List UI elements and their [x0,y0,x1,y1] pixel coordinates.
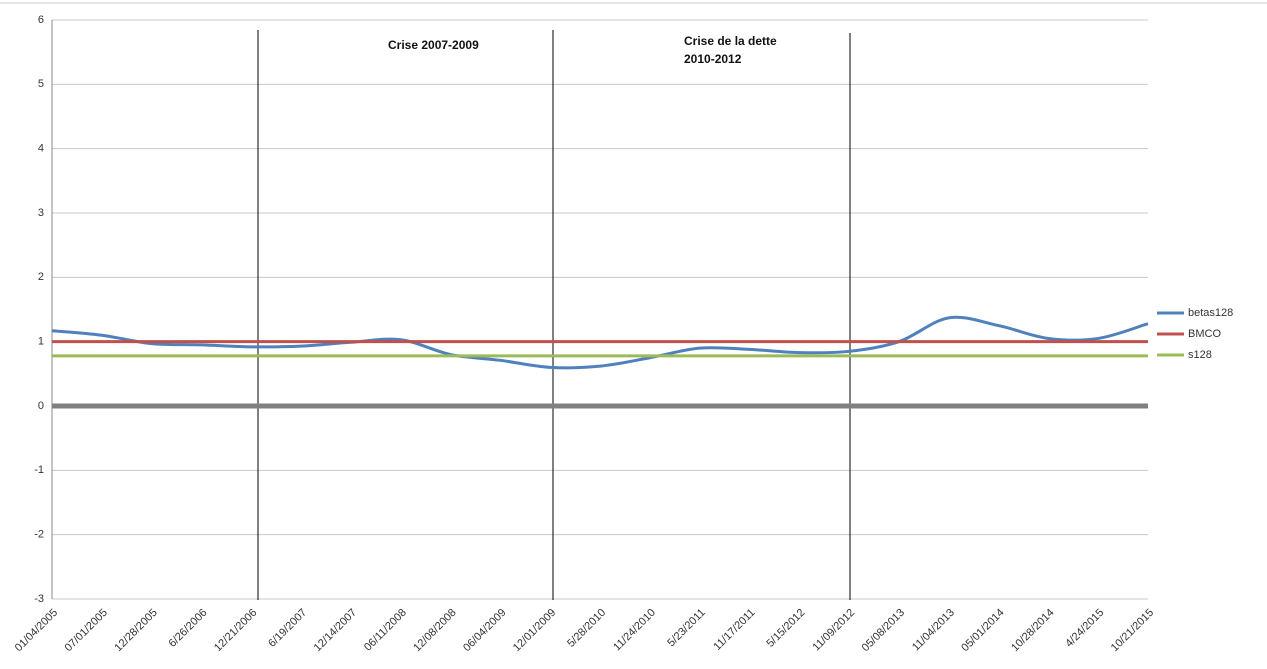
x-tick-label: 07/01/2005 [63,607,110,654]
y-tick-label: 2 [38,271,44,283]
x-tick-label: 6/19/2007 [266,607,309,650]
annotation: Crise 2007-2009 [388,38,479,52]
x-tick-label: 10/28/2014 [1009,607,1056,654]
grid [52,19,1148,600]
y-tick-label: 0 [38,400,44,412]
annotation: 2010-2012 [684,52,742,66]
x-tick-label: 06/11/2008 [362,607,409,654]
y-tick-label: 4 [38,143,44,155]
x-tick-label: 11/24/2010 [611,607,658,654]
x-tick-label: 12/28/2005 [112,607,159,654]
y-tick-label: 1 [38,336,44,348]
series-line [51,315,1149,370]
y-tick-label: 5 [38,78,44,90]
y-tick-label: -3 [34,593,44,605]
legend-label: s128 [1188,349,1212,361]
x-tick-label: 11/04/2013 [910,607,957,654]
x-tick-label: 5/23/2011 [665,607,708,650]
x-tick-label: 12/01/2009 [511,607,558,654]
x-tick-label: 10/21/2015 [1109,607,1156,654]
x-tick-label: 6/26/2006 [167,607,210,650]
x-tick-label: 06/04/2009 [461,607,508,654]
x-tick-label: 5/15/2012 [764,607,807,650]
y-tick-label: 6 [38,14,44,26]
x-tick-label: 12/08/2008 [411,607,458,654]
x-tick-label: 01/04/2005 [13,607,60,654]
annotation: Crise de la dette [684,34,777,48]
y-tick-label: -2 [34,529,44,541]
x-tick-label: 12/14/2007 [312,607,359,654]
y-tick-label: 3 [38,207,44,219]
x-tick-label: 11/17/2011 [711,607,757,653]
legend-label: BMCO [1188,328,1221,340]
legend-label: betas128 [1188,307,1233,319]
x-tick-label: 05/01/2014 [959,607,1006,654]
x-tick-label: 05/08/2013 [860,607,907,654]
x-tick-label: 5/28/2010 [565,607,608,650]
x-tick-label: 4/24/2015 [1063,607,1106,650]
x-tick-label: 11/09/2012 [810,607,857,654]
x-tick-label: 12/21/2006 [212,607,259,654]
y-tick-label: -1 [34,464,44,476]
